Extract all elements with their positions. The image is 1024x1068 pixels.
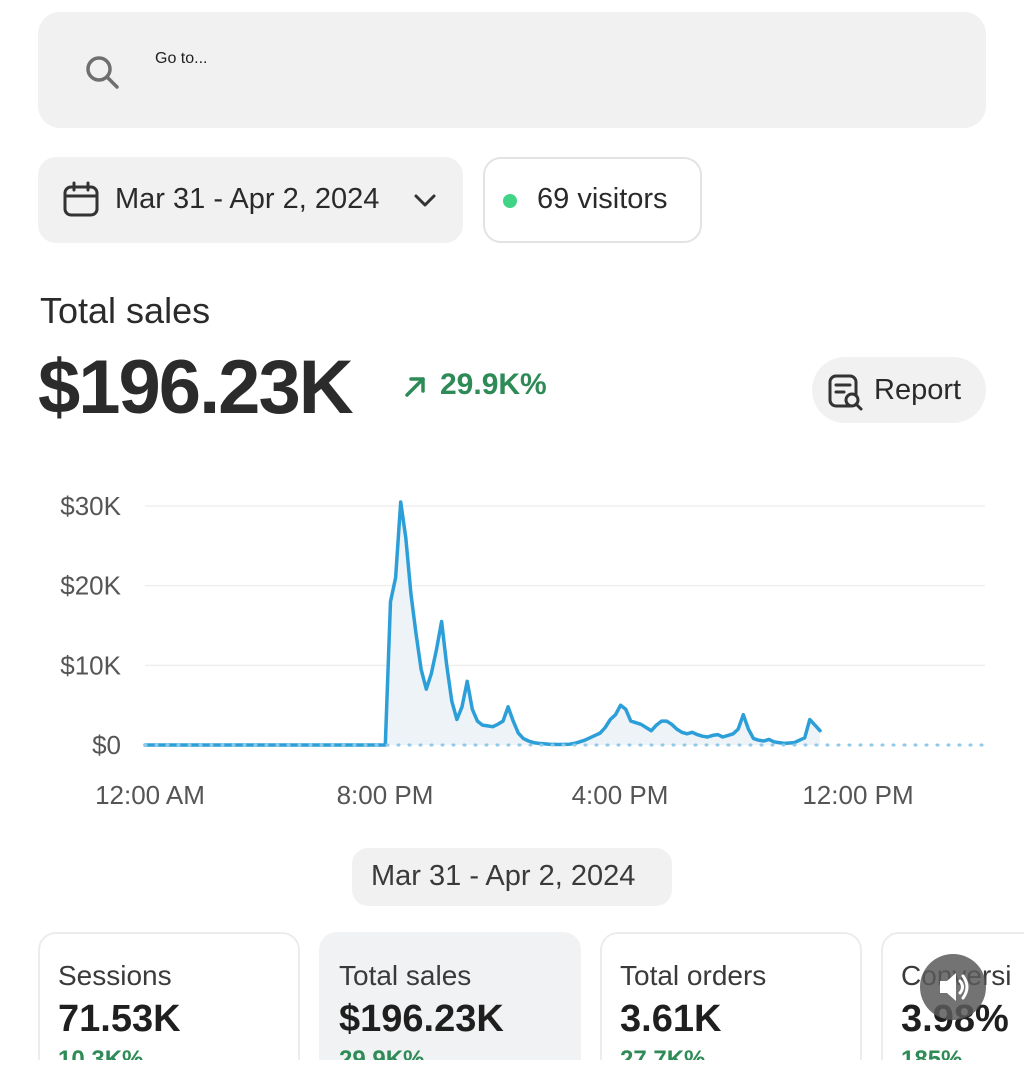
x-tick-label: 8:00 PM [337,780,434,810]
y-tick-label: $10K [60,650,121,680]
range-pill [352,848,672,906]
metric-change: 29.9K% [440,368,547,401]
x-tick-label: 12:00 AM [95,780,205,810]
search-bar[interactable] [38,12,986,128]
series-area [145,502,820,745]
visitors-button[interactable] [483,157,702,243]
card-delta: 29.9K% [339,1046,425,1060]
card-value: 71.53K [58,998,181,1040]
visitors-label: 69 visitors [537,183,668,215]
metric-value: $196.23K [38,345,354,430]
range-label: Mar 31 - Apr 2, 2024 [371,860,636,892]
sound-toggle-button[interactable] [920,954,986,1020]
sales-line-chart: $30K $20K $10K $0 12:00 AM 8:00 PM 4:00 PM 12:0… [60,491,987,810]
card-delta: 10.3K% [58,1046,144,1060]
live-status-dot [503,194,517,208]
date-range-button[interactable] [38,157,463,243]
card-label: Total sales [339,960,472,991]
metric-cards: Sessions 71.53K 10.3K% Total sales $196.… [0,932,1024,1060]
report-button[interactable] [812,357,986,423]
report-button-label: Report [874,374,962,406]
calendar-icon [63,181,99,217]
card-total-sales[interactable]: Total sales $196.23K 29.9K% [319,932,581,1060]
date-range-label: Mar 31 - Apr 2, 2024 [115,183,380,215]
card-value: 3.61K [620,998,722,1040]
report-icon [828,374,863,411]
card-value: $196.23K [339,998,504,1040]
metric-title: Total sales [40,290,211,331]
card-delta: 27.7K% [620,1046,706,1060]
x-tick-label: 12:00 PM [802,780,913,810]
card-delta: 185% [901,1046,963,1060]
chevron-down-icon [414,194,436,207]
search-icon [86,56,119,89]
arrow-up-right-icon [405,377,425,397]
series-line-sales [143,500,822,747]
card-label: Sessions [58,960,172,991]
y-tick-label: $20K [60,571,121,601]
y-tick-label: $30K [60,491,121,521]
search-input[interactable]: Go to... [155,50,208,67]
y-tick-label: $0 [92,730,121,760]
speaker-icon [940,973,969,1001]
card-sessions[interactable]: Sessions 71.53K 10.3K% [38,932,300,1060]
card-label: Total orders [620,960,767,991]
card-total-orders[interactable]: Total orders 3.61K 27.7K% [600,932,862,1060]
x-tick-label: 4:00 PM [572,780,669,810]
